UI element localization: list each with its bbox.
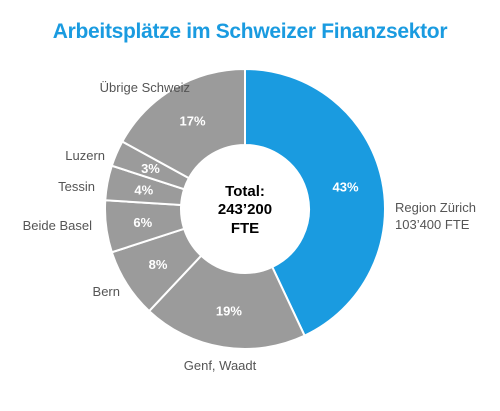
slice-ubrige-schweiz <box>120 67 246 180</box>
chart-title: Arbeitsplätze im Schweizer Finanzsektor <box>52 20 448 43</box>
pct-label-beide-basel: 6% <box>133 215 152 230</box>
category-labels: Region Zürich 103’400 FTE Genf, Waadt Bern B… <box>23 80 476 373</box>
slice-genf-waadt <box>147 254 306 350</box>
slices-group <box>104 67 386 350</box>
sublabel-region-zurich: 103’400 FTE <box>395 217 470 232</box>
percentage-labels: 43% 19% 8% 6% 4% 3% 17% <box>133 113 359 318</box>
label-bern: Bern <box>93 284 120 299</box>
label-genf-waadt: Genf, Waadt <box>184 358 257 373</box>
pct-label-bern: 8% <box>149 257 168 272</box>
center-total-line-3: FTE <box>231 220 259 237</box>
slice-region-zurich <box>244 67 386 338</box>
label-region-zurich: Region Zürich <box>395 200 476 215</box>
label-ubrige-schweiz: Übrige Schweiz <box>100 80 190 95</box>
center-total-line-2: 243’200 <box>218 201 272 218</box>
center-total-line-1: Total: <box>225 183 265 200</box>
label-luzern: Luzern <box>65 148 105 163</box>
pct-label-tessin: 4% <box>134 183 153 198</box>
pct-label-genf-waadt: 19% <box>216 304 242 319</box>
pct-label-ubrige-schweiz: 17% <box>180 113 206 128</box>
label-tessin: Tessin <box>58 179 95 194</box>
pct-label-region-zurich: 43% <box>333 180 359 195</box>
pct-label-luzern: 3% <box>141 161 160 176</box>
label-beide-basel: Beide Basel <box>23 218 92 233</box>
